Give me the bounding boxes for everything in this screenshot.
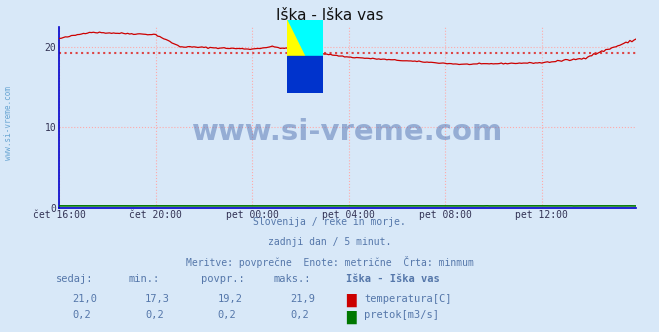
- Text: 21,9: 21,9: [290, 294, 315, 304]
- Polygon shape: [287, 56, 323, 93]
- Text: sedaj:: sedaj:: [56, 274, 94, 284]
- Text: povpr.:: povpr.:: [201, 274, 244, 284]
- Polygon shape: [287, 20, 323, 93]
- Text: min.:: min.:: [129, 274, 159, 284]
- Text: temperatura[C]: temperatura[C]: [364, 294, 452, 304]
- Bar: [304, 20, 323, 56]
- Text: pretok[m3/s]: pretok[m3/s]: [364, 310, 440, 320]
- Text: 0,2: 0,2: [145, 310, 163, 320]
- Text: 21,0: 21,0: [72, 294, 98, 304]
- Text: █: █: [346, 310, 356, 324]
- Text: Iška - Iška vas: Iška - Iška vas: [275, 8, 384, 23]
- Text: 0,2: 0,2: [72, 310, 91, 320]
- Text: www.si-vreme.com: www.si-vreme.com: [4, 86, 13, 160]
- Bar: [287, 20, 304, 56]
- Text: www.si-vreme.com: www.si-vreme.com: [192, 118, 503, 145]
- Text: zadnji dan / 5 minut.: zadnji dan / 5 minut.: [268, 237, 391, 247]
- Text: Slovenija / reke in morje.: Slovenija / reke in morje.: [253, 217, 406, 227]
- Text: █: █: [346, 294, 356, 307]
- Text: maks.:: maks.:: [273, 274, 311, 284]
- Text: 0,2: 0,2: [290, 310, 308, 320]
- Bar: [287, 56, 323, 93]
- Text: 0,2: 0,2: [217, 310, 236, 320]
- Text: Meritve: povprečne  Enote: metrične  Črta: minmum: Meritve: povprečne Enote: metrične Črta:…: [186, 256, 473, 268]
- Text: 17,3: 17,3: [145, 294, 170, 304]
- Polygon shape: [287, 20, 323, 93]
- Text: Iška - Iška vas: Iška - Iška vas: [346, 274, 440, 284]
- Text: 19,2: 19,2: [217, 294, 243, 304]
